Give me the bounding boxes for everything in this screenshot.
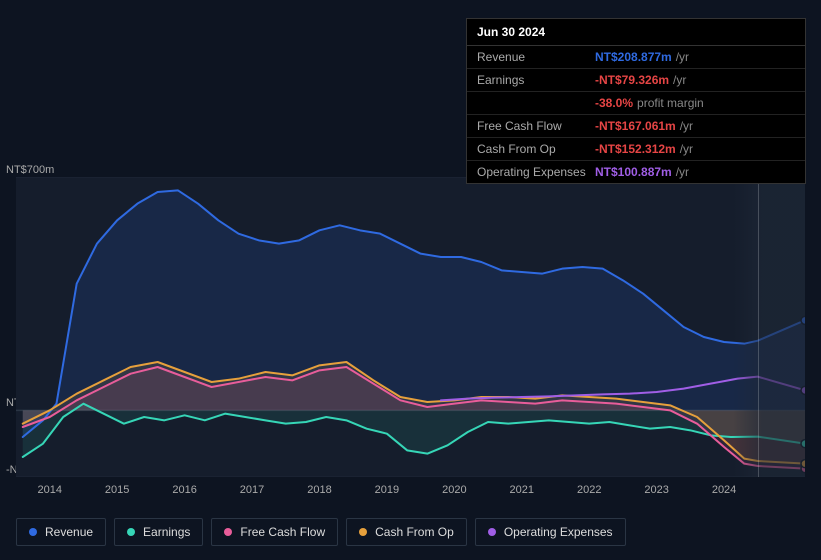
x-axis-label: 2014 [37, 484, 61, 496]
tooltip-body: RevenueNT$208.877m/yrEarnings-NT$79.326m… [467, 46, 805, 183]
legend-label: Earnings [143, 525, 190, 539]
x-axis-label: 2023 [644, 484, 668, 496]
x-axis-label: 2020 [442, 484, 466, 496]
legend-dot-icon [127, 528, 135, 536]
legend-item-earnings[interactable]: Earnings [114, 518, 203, 546]
x-axis-label: 2017 [240, 484, 264, 496]
tooltip-row: Cash From Op-NT$152.312m/yr [467, 138, 805, 161]
legend-label: Operating Expenses [504, 525, 613, 539]
forecast-shade [733, 177, 805, 477]
x-axis: 2014 2015 2016 2017 2018 2019 2020 2021 2022 2023… [16, 484, 805, 504]
tooltip-label: Free Cash Flow [477, 119, 595, 133]
chart-legend: Revenue Earnings Free Cash Flow Cash From O… [16, 518, 626, 546]
legend-item-cash-from-op[interactable]: Cash From Op [346, 518, 467, 546]
tooltip-value: -38.0%profit margin [595, 96, 795, 110]
tooltip-value: -NT$79.326m/yr [595, 73, 795, 87]
x-axis-label: 2024 [712, 484, 736, 496]
hover-marker-line [758, 177, 759, 477]
tooltip-row: Free Cash Flow-NT$167.061m/yr [467, 115, 805, 138]
x-axis-label: 2016 [172, 484, 196, 496]
legend-item-operating-expenses[interactable]: Operating Expenses [475, 518, 626, 546]
tooltip-row: Earnings-NT$79.326m/yr [467, 69, 805, 92]
tooltip-label [477, 96, 595, 110]
tooltip-row: RevenueNT$208.877m/yr [467, 46, 805, 69]
tooltip-value: NT$208.877m/yr [595, 50, 795, 64]
tooltip-row: -38.0%profit margin [467, 92, 805, 115]
chart-svg [16, 177, 805, 477]
tooltip-label: Operating Expenses [477, 165, 595, 179]
y-axis-label: NT$700m [6, 164, 54, 176]
x-axis-label: 2019 [375, 484, 399, 496]
legend-label: Revenue [45, 525, 93, 539]
x-axis-label: 2015 [105, 484, 129, 496]
tooltip-label: Earnings [477, 73, 595, 87]
legend-dot-icon [359, 528, 367, 536]
tooltip-date: Jun 30 2024 [467, 19, 805, 46]
tooltip-value: NT$100.887m/yr [595, 165, 795, 179]
legend-label: Free Cash Flow [240, 525, 325, 539]
tooltip-value: -NT$167.061m/yr [595, 119, 795, 133]
x-axis-label: 2018 [307, 484, 331, 496]
legend-dot-icon [29, 528, 37, 536]
tooltip-value: -NT$152.312m/yr [595, 142, 795, 156]
tooltip-label: Cash From Op [477, 142, 595, 156]
legend-label: Cash From Op [375, 525, 454, 539]
x-axis-label: 2021 [510, 484, 534, 496]
x-axis-label: 2022 [577, 484, 601, 496]
chart-tooltip: Jun 30 2024 RevenueNT$208.877m/yrEarning… [466, 18, 806, 184]
legend-dot-icon [224, 528, 232, 536]
tooltip-label: Revenue [477, 50, 595, 64]
legend-dot-icon [488, 528, 496, 536]
chart-plot-area [16, 177, 805, 477]
legend-item-free-cash-flow[interactable]: Free Cash Flow [211, 518, 338, 546]
tooltip-row: Operating ExpensesNT$100.887m/yr [467, 161, 805, 183]
legend-item-revenue[interactable]: Revenue [16, 518, 106, 546]
